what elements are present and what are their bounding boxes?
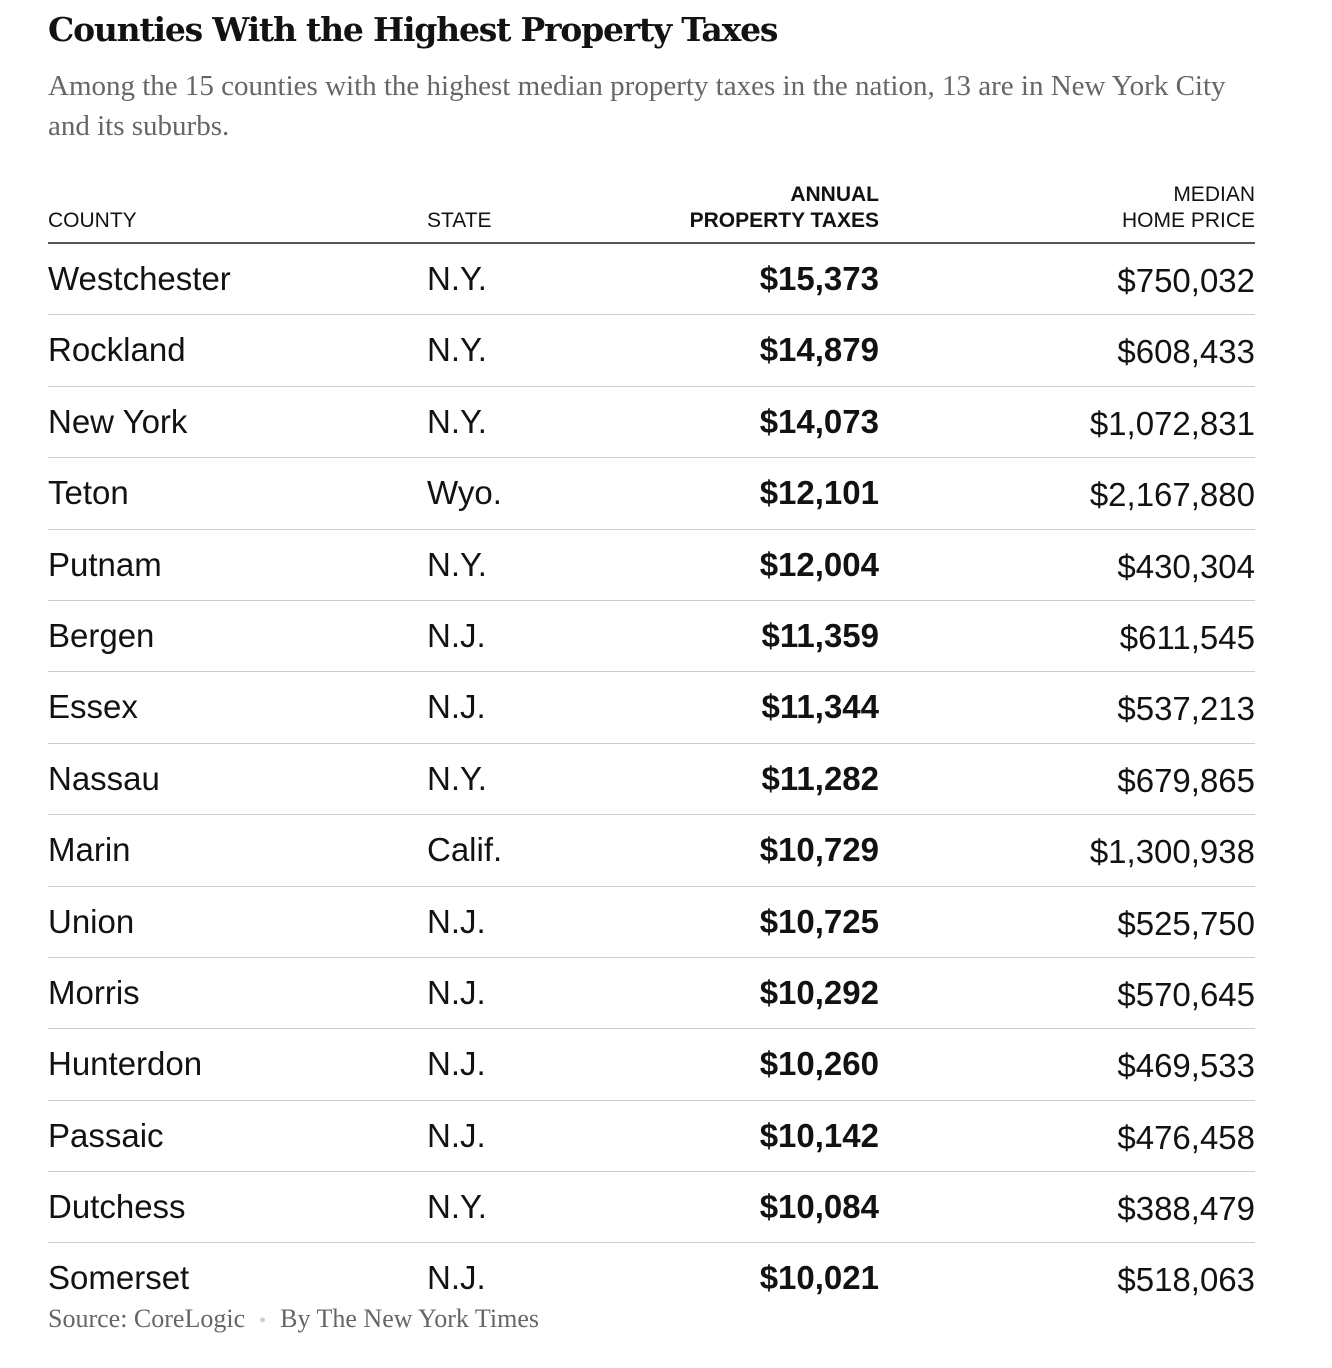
property-taxes-cell: $10,725 xyxy=(759,902,879,940)
column-header-label: PROPERTY TAXES xyxy=(689,209,879,232)
table-row: Westchester N.Y. $15,373 $750,032 xyxy=(48,244,1255,316)
county-cell: Essex xyxy=(48,688,138,726)
property-taxes-cell: $10,292 xyxy=(759,973,879,1011)
state-cell: N.J. xyxy=(427,902,486,940)
state-cell: N.J. xyxy=(427,973,486,1011)
table-row: Dutchess N.Y. $10,084 $388,479 xyxy=(48,1172,1255,1244)
county-cell: Bergen xyxy=(48,616,155,654)
property-taxes-cell: $10,142 xyxy=(759,1116,879,1154)
state-cell: N.Y. xyxy=(427,759,487,797)
column-header-label: STATE xyxy=(427,209,492,232)
footer: Source: CoreLogic • By The New York Times xyxy=(48,1304,539,1334)
table-row: Bergen N.J. $11,359 $611,545 xyxy=(48,601,1255,673)
home-price-cell: $608,433 xyxy=(1117,333,1255,371)
county-cell: Passaic xyxy=(48,1116,164,1154)
column-header-taxes: ANNUAL PROPERTY TAXES xyxy=(690,182,879,234)
state-cell: N.Y. xyxy=(427,260,487,297)
state-cell: N.J. xyxy=(427,1045,486,1083)
county-cell: Teton xyxy=(48,474,129,512)
property-taxes-cell: $12,004 xyxy=(759,545,879,583)
property-taxes-cell: $10,021 xyxy=(759,1259,879,1297)
column-header-state: STATE xyxy=(427,208,492,234)
table-row: Passaic N.J. $10,142 $476,458 xyxy=(48,1101,1255,1173)
table-row: Teton Wyo. $12,101 $2,167,880 xyxy=(48,458,1255,530)
column-header-county: COUNTY xyxy=(48,208,137,234)
credit-note: By The New York Times xyxy=(280,1304,539,1333)
home-price-cell: $525,750 xyxy=(1117,904,1255,942)
home-price-cell: $518,063 xyxy=(1117,1261,1255,1299)
county-cell: Rockland xyxy=(48,331,186,369)
state-cell: N.J. xyxy=(427,1116,486,1154)
state-cell: N.Y. xyxy=(427,402,487,440)
table-header: COUNTY STATE ANNUAL PROPERTY TAXES MEDIAN… xyxy=(48,176,1255,244)
home-price-cell: $1,300,938 xyxy=(1089,833,1255,871)
table-row: Rockland N.Y. $14,879 $608,433 xyxy=(48,315,1255,387)
property-taxes-cell: $10,260 xyxy=(759,1045,879,1083)
home-price-cell: $388,479 xyxy=(1117,1190,1255,1228)
table-row: Somerset N.J. $10,021 $518,063 xyxy=(48,1243,1255,1313)
state-cell: N.J. xyxy=(427,1259,486,1297)
home-price-cell: $611,545 xyxy=(1119,618,1255,656)
home-price-cell: $2,167,880 xyxy=(1089,476,1255,514)
column-header-label: MEDIAN xyxy=(1173,183,1255,206)
property-taxes-cell: $14,073 xyxy=(759,402,879,440)
state-cell: N.Y. xyxy=(427,331,487,369)
county-cell: Nassau xyxy=(48,759,160,797)
home-price-cell: $750,032 xyxy=(1117,262,1255,299)
table-row: Union N.J. $10,725 $525,750 xyxy=(48,887,1255,958)
county-cell: Westchester xyxy=(48,260,231,297)
home-price-cell: $537,213 xyxy=(1117,690,1255,728)
state-cell: N.Y. xyxy=(427,1188,487,1226)
property-taxes-cell: $10,084 xyxy=(759,1188,879,1226)
home-price-cell: $469,533 xyxy=(1117,1047,1255,1085)
property-taxes-cell: $15,373 xyxy=(759,260,879,297)
state-cell: Wyo. xyxy=(427,474,502,512)
state-cell: N.J. xyxy=(427,688,486,726)
county-cell: Marin xyxy=(48,831,131,869)
property-taxes-cell: $11,282 xyxy=(761,759,879,797)
county-cell: New York xyxy=(48,402,188,440)
table-row: Nassau N.Y. $11,282 $679,865 xyxy=(48,744,1255,816)
separator-dot: • xyxy=(259,1310,267,1332)
source-note: Source: CoreLogic xyxy=(48,1304,246,1333)
state-cell: N.J. xyxy=(427,616,486,654)
table-row: Marin Calif. $10,729 $1,300,938 xyxy=(48,815,1255,887)
column-header-price: MEDIAN HOME PRICE xyxy=(1122,182,1255,234)
column-header-label: HOME PRICE xyxy=(1121,209,1255,232)
county-cell: Dutchess xyxy=(48,1188,186,1226)
county-cell: Putnam xyxy=(48,545,162,583)
table-body: Westchester N.Y. $15,373 $750,032 Rockland N.… xyxy=(48,244,1255,1314)
property-taxes-cell: $11,344 xyxy=(761,688,879,726)
property-taxes-cell: $12,101 xyxy=(759,474,879,512)
county-cell: Morris xyxy=(48,973,140,1011)
data-table: COUNTY STATE ANNUAL PROPERTY TAXES MEDIAN… xyxy=(48,176,1255,1314)
state-cell: Calif. xyxy=(427,831,503,869)
state-cell: N.Y. xyxy=(427,545,487,583)
table-row: Essex N.J. $11,344 $537,213 xyxy=(48,672,1255,744)
column-header-label: ANNUAL xyxy=(790,183,879,206)
property-taxes-cell: $11,359 xyxy=(761,616,879,654)
chart-subtitle: Among the 15 counties with the highest m… xyxy=(48,70,1226,142)
property-taxes-cell: $14,879 xyxy=(759,331,879,369)
county-cell: Union xyxy=(48,902,135,940)
chart-title: Counties With the Highest Property Taxes xyxy=(48,10,778,49)
table-row: Putnam N.Y. $12,004 $430,304 xyxy=(48,530,1255,601)
county-cell: Somerset xyxy=(48,1259,190,1297)
table-row: Morris N.J. $10,292 $570,645 xyxy=(48,958,1255,1030)
home-price-cell: $1,072,831 xyxy=(1089,404,1255,442)
home-price-cell: $430,304 xyxy=(1117,547,1255,585)
table-row: New York N.Y. $14,073 $1,072,831 xyxy=(48,387,1255,459)
home-price-cell: $679,865 xyxy=(1117,761,1255,799)
table-row: Hunterdon N.J. $10,260 $469,533 xyxy=(48,1029,1255,1101)
home-price-cell: $476,458 xyxy=(1117,1118,1255,1156)
county-cell: Hunterdon xyxy=(48,1045,203,1083)
property-taxes-cell: $10,729 xyxy=(759,831,879,869)
column-header-label: COUNTY xyxy=(48,209,137,232)
home-price-cell: $570,645 xyxy=(1117,975,1255,1013)
